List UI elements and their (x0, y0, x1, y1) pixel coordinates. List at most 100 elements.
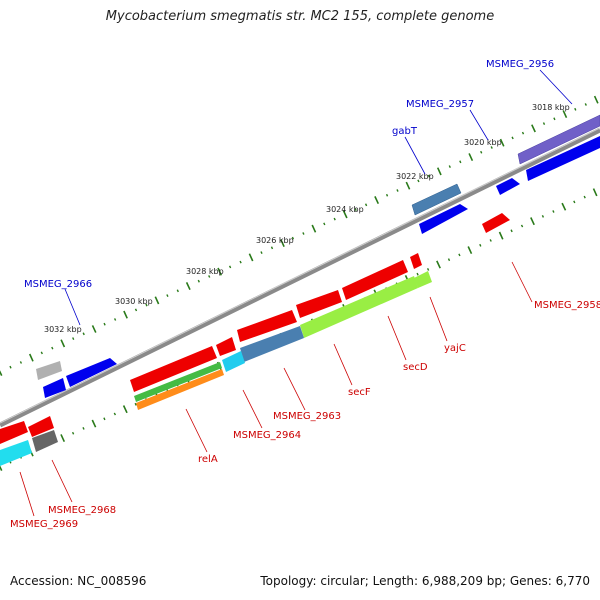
ruler-label: 3026 kbp (256, 236, 294, 245)
gene-gabT[interactable] (411, 183, 462, 216)
major-tick (248, 253, 254, 262)
leader-yajC (429, 296, 448, 342)
gene-MSMEG_2956[interactable] (517, 114, 600, 165)
minor-tick (396, 189, 399, 192)
label-MSMEG_2956[interactable]: MSMEG_2956 (486, 59, 554, 70)
leader-secF (333, 343, 353, 386)
label-relA[interactable]: relA (198, 454, 218, 465)
major-tick (60, 339, 66, 348)
minor-tick (9, 365, 12, 369)
gene-secDF-track[interactable] (300, 276, 418, 338)
major-tick (28, 353, 34, 362)
major-tick (0, 465, 3, 471)
minor-tick (270, 246, 274, 250)
major-tick (499, 138, 505, 147)
major-tick (123, 310, 128, 319)
minor-tick (489, 239, 492, 242)
minor-tick (354, 208, 357, 211)
gene-MSMEG_2966[interactable] (36, 361, 62, 380)
major-tick (405, 181, 411, 190)
minor-tick (113, 318, 117, 321)
label-MSMEG_2963[interactable]: MSMEG_2963 (273, 411, 341, 422)
minor-tick (103, 322, 106, 326)
gene-MSMEG_2963-track[interactable] (240, 326, 304, 362)
gene-MSMEG_2968-track[interactable] (32, 430, 58, 452)
ruler-label: 3032 kbp (44, 325, 82, 334)
label-MSMEG_2968[interactable]: MSMEG_2968 (48, 505, 116, 516)
leader-MSMEG_2957 (469, 109, 489, 141)
ruler-label: 3018 kbp (532, 103, 570, 112)
gene-MSMEG_2964[interactable] (216, 337, 236, 356)
gene-relA-track-a[interactable] (134, 362, 222, 402)
minor-tick (82, 332, 85, 336)
label-secF[interactable]: secF (348, 387, 371, 398)
minor-tick (416, 272, 419, 276)
minor-tick (510, 229, 513, 233)
minor-tick (113, 412, 117, 416)
gene-yajC-track[interactable] (414, 271, 432, 288)
gene-MSMEG_2969[interactable] (0, 421, 28, 444)
gene-MSMEG_2958[interactable] (482, 213, 510, 233)
minor-tick (166, 294, 169, 297)
major-tick (436, 167, 442, 176)
label-MSMEG_2958[interactable]: MSMEG_2958 (534, 300, 600, 311)
minor-tick (40, 351, 43, 355)
gene-relA[interactable] (130, 346, 217, 392)
minor-tick (103, 417, 106, 421)
minor-tick (417, 179, 420, 183)
label-MSMEG_2964[interactable]: MSMEG_2964 (233, 430, 301, 441)
gene-MSMEG_2963[interactable] (237, 310, 297, 342)
gene-MSMEG_2956-cds[interactable] (526, 136, 600, 181)
gene-yajC[interactable] (410, 253, 422, 269)
gene-MSMEG_2964-track[interactable] (222, 351, 245, 372)
gene-MSMEG_2966-cds-a[interactable] (43, 378, 66, 398)
label-MSMEG_2969[interactable]: MSMEG_2969 (10, 519, 78, 530)
minor-tick (72, 337, 75, 340)
minor-tick (134, 308, 138, 312)
minor-tick (82, 427, 85, 430)
ruler-label: 3024 kbp (326, 205, 364, 214)
label-yajC[interactable]: yajC (444, 343, 466, 354)
minor-tick (385, 193, 389, 197)
minor-tick (427, 174, 431, 178)
gene-gabT-cds[interactable] (419, 204, 468, 234)
major-tick (374, 196, 380, 205)
genome-backbone (0, 127, 600, 428)
major-tick (592, 188, 598, 197)
gene-secF[interactable] (296, 290, 342, 318)
minor-tick (228, 265, 232, 269)
minor-tick (541, 214, 545, 218)
label-secD[interactable]: secD (403, 362, 428, 373)
minor-tick (291, 236, 295, 240)
leader-gabT (404, 136, 426, 175)
minor-tick (19, 361, 23, 364)
gene-secD[interactable] (342, 260, 408, 300)
label-gabT[interactable]: gabT (392, 126, 418, 137)
gene-relA-track-b[interactable] (136, 369, 224, 410)
minor-tick (260, 251, 263, 254)
major-tick (280, 239, 285, 248)
minor-tick (239, 260, 242, 264)
gene-MSMEG_2966-cds-b[interactable] (66, 358, 117, 387)
major-tick (0, 370, 3, 376)
minor-tick (71, 431, 75, 435)
gene-MSMEG_2969-track[interactable] (0, 440, 32, 466)
topology-text: Topology: circular; Length: 6,988,209 bp… (260, 574, 590, 588)
leader-MSMEG_2968 (51, 459, 73, 503)
minor-tick (333, 217, 336, 221)
minor-tick (511, 136, 514, 140)
major-tick (91, 325, 97, 333)
minor-tick (573, 200, 576, 204)
map-title: Mycobacterium smegmatis str. MC2 155, co… (105, 9, 495, 24)
minor-tick (302, 232, 305, 235)
label-MSMEG_2957[interactable]: MSMEG_2957 (406, 99, 474, 110)
major-tick (311, 224, 317, 233)
leader-secD (387, 315, 407, 361)
outer-tick-row (0, 95, 599, 376)
gene-MSMEG_2957[interactable] (496, 178, 520, 195)
major-tick (342, 210, 348, 219)
leader-MSMEG_2956 (539, 69, 573, 105)
minor-tick (208, 275, 211, 278)
gene-MSMEG_2968[interactable] (28, 416, 54, 437)
label-MSMEG_2966[interactable]: MSMEG_2966 (24, 279, 92, 290)
